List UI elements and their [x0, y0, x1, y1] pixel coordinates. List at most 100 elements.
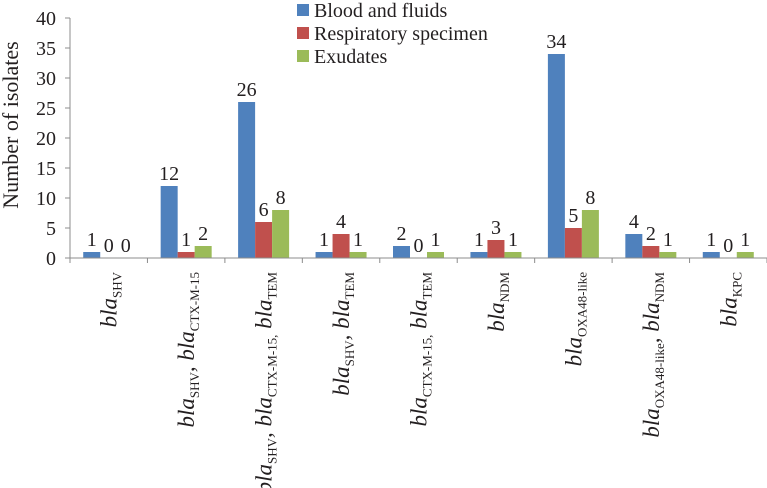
data-label: 1: [706, 229, 716, 251]
category-label-part: bla: [561, 337, 586, 366]
bar-respiratory-specimen: [332, 234, 350, 258]
bar-exudates: [349, 252, 367, 258]
data-label: 2: [198, 223, 208, 245]
data-label: 1: [87, 229, 97, 251]
category-label-part: bla: [329, 366, 354, 395]
data-label: 4: [629, 211, 639, 233]
category-label-part: bla: [407, 397, 432, 426]
bar-blood-and-fluids: [702, 252, 720, 258]
bar-exudates: [427, 252, 444, 258]
data-label: 4: [336, 211, 346, 233]
y-tick-label: 40: [36, 8, 56, 30]
data-label: 1: [474, 229, 484, 251]
bar-blood-and-fluids: [83, 252, 101, 258]
bar-exudates: [659, 252, 677, 258]
data-label: 1: [319, 229, 329, 251]
data-label: 34: [546, 31, 566, 53]
category-label-part: TEM: [420, 272, 435, 300]
bar-exudates: [194, 246, 212, 258]
bar-respiratory-specimen: [487, 240, 505, 258]
category-label-part: SHV: [110, 271, 125, 298]
data-label: 1: [431, 229, 441, 251]
data-label: 2: [646, 223, 656, 245]
y-tick-label: 0: [46, 248, 56, 270]
y-tick-label: 30: [36, 68, 56, 90]
category-label-part: KPC: [729, 272, 744, 297]
category-label-part: bla: [716, 297, 741, 326]
category-label-part: bla: [407, 299, 432, 334]
bar-blood-and-fluids: [547, 54, 565, 258]
category-label-part: CTX-M-15,: [420, 335, 435, 397]
bar-respiratory-specimen: [564, 228, 582, 258]
category-label-part: CTX-M-15: [187, 272, 202, 331]
x-category-label: blaOXA48-like, blaNDM: [639, 272, 667, 438]
category-label-part: OXA48-like: [652, 343, 667, 408]
category-label-part: bla: [97, 298, 122, 327]
x-category-label: blaNDM: [484, 272, 512, 332]
bar-blood-and-fluids: [238, 102, 256, 258]
bar-exudates: [272, 210, 290, 258]
category-label-part: bla: [639, 408, 664, 437]
x-category-label: blaKPC: [716, 272, 744, 327]
y-tick-label: 10: [36, 188, 56, 210]
y-tick-label: 25: [36, 98, 56, 120]
category-label-part: SHV: [187, 372, 202, 399]
category-label-part: SHV: [265, 437, 280, 464]
data-label: 6: [259, 199, 269, 221]
data-label: 1: [740, 229, 750, 251]
category-label-part: NDM: [652, 272, 667, 303]
x-category-label: blaCTX-M-15, blaTEM: [407, 272, 435, 427]
data-label: 2: [397, 223, 407, 245]
category-label-part: , bla: [174, 331, 199, 372]
data-label: 0: [723, 235, 733, 257]
category-label-part: bla: [252, 299, 277, 334]
category-label-part: , bla: [329, 299, 354, 340]
data-label: 1: [181, 229, 191, 251]
data-label: 0: [121, 235, 131, 257]
category-label-part: CTX-M-15,: [265, 335, 280, 397]
category-label-part: bla: [174, 398, 199, 427]
x-category-label: blaOXA48-like: [561, 272, 589, 367]
y-axis-label: Number of isolates: [0, 41, 23, 208]
data-label: 1: [663, 229, 673, 251]
bar-blood-and-fluids: [160, 186, 178, 258]
legend-label: Exudates: [314, 46, 388, 68]
category-label-part: SHV: [342, 340, 357, 367]
x-category-label: blaSHV, blaCTX-M-15: [174, 272, 202, 428]
x-category-label: blaSHV, blaTEM: [329, 272, 357, 396]
category-label-part: bla: [252, 464, 277, 488]
category-label-part: , bla: [252, 397, 277, 438]
bar-blood-and-fluids: [625, 234, 643, 258]
category-label-part: bla: [484, 302, 509, 331]
legend-swatch: [297, 27, 309, 39]
bar-exudates: [736, 252, 754, 258]
data-label: 1: [508, 229, 518, 251]
y-tick-label: 35: [36, 38, 56, 60]
data-label: 26: [237, 79, 257, 101]
bar-respiratory-specimen: [642, 246, 660, 258]
y-tick-label: 15: [36, 158, 56, 180]
data-label: 8: [276, 187, 286, 209]
category-label-part: TEM: [265, 272, 280, 300]
data-label: 5: [568, 205, 578, 227]
bar-blood-and-fluids: [470, 252, 488, 258]
data-label: 8: [585, 187, 595, 209]
legend-swatch: [297, 50, 309, 62]
data-label: 1: [353, 229, 363, 251]
data-label: 0: [414, 235, 424, 257]
legend-label: Respiratory specimen: [314, 23, 488, 45]
category-label-part: OXA48-like: [574, 272, 589, 337]
data-label: 3: [491, 217, 501, 239]
category-label-part: NDM: [497, 272, 512, 303]
data-label: 0: [104, 235, 114, 257]
legend-swatch: [297, 4, 309, 16]
y-tick-label: 5: [46, 218, 56, 240]
bar-exudates: [504, 252, 522, 258]
bar-blood-and-fluids: [393, 246, 410, 258]
x-category-label: blaSHV: [97, 271, 125, 327]
bar-respiratory-specimen: [177, 252, 195, 258]
bar-blood-and-fluids: [315, 252, 333, 258]
legend-label: Blood and fluids: [314, 0, 448, 22]
bar-respiratory-specimen: [255, 222, 273, 258]
